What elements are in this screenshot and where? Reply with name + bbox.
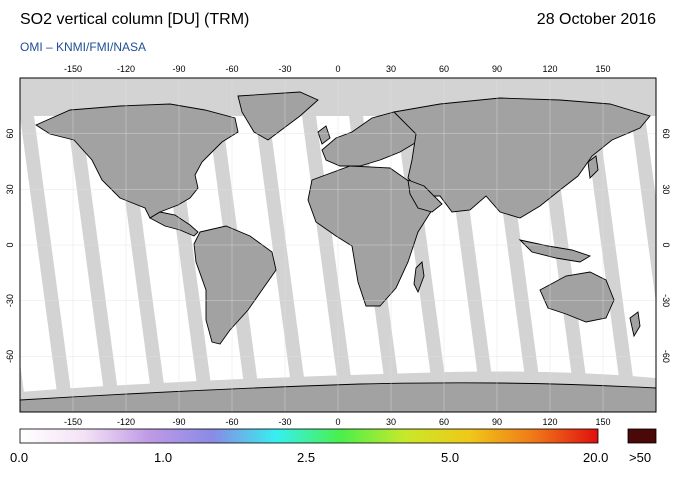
south-america xyxy=(193,225,277,345)
lon-tick-label-top: 60 xyxy=(439,64,449,74)
swath-gap xyxy=(67,116,119,400)
swath-gap xyxy=(584,116,636,400)
colorbar-label-1: 1.0 xyxy=(154,450,173,465)
arabia xyxy=(407,179,443,213)
date-label: 28 October 2016 xyxy=(536,11,656,28)
colorbar-label-0: 0.0 xyxy=(10,450,29,465)
colorbar-label-5: >50 xyxy=(629,450,652,465)
lon-tick-label-bottom: 0 xyxy=(335,417,340,427)
swath-gap xyxy=(255,116,307,400)
lat-ticks-left: 60 30 0 -30 -60 xyxy=(5,129,15,363)
lat-tick-label-left: 0 xyxy=(5,242,15,247)
colorbar-overflow-box xyxy=(627,428,657,444)
africa xyxy=(307,165,433,307)
swath-gap xyxy=(20,362,25,400)
lat-tick-label-right: -60 xyxy=(661,350,671,363)
lon-tick-label-bottom: 30 xyxy=(386,417,396,427)
lat-tick-label-left: 60 xyxy=(5,129,15,139)
swath-gap xyxy=(20,116,72,400)
lat-tick-label-left: 30 xyxy=(5,184,15,194)
uk xyxy=(317,125,331,145)
colorbar-label-3: 5.0 xyxy=(441,450,460,465)
lon-tick-label-bottom: -120 xyxy=(117,417,135,427)
lat-tick-label-right: 30 xyxy=(661,184,671,194)
lon-tick-label-bottom: -150 xyxy=(64,417,82,427)
lon-tick-label-bottom: 90 xyxy=(492,417,502,427)
credit-label: OMI – KNMI/FMI/NASA xyxy=(20,40,147,54)
lat-ticks-right: 60 30 0 -30 -60 xyxy=(661,129,671,363)
map-border xyxy=(19,77,657,413)
lon-tick-label-top: -150 xyxy=(64,64,82,74)
australia xyxy=(539,271,615,323)
map-panel xyxy=(20,78,656,412)
lon-tick-label-top: -60 xyxy=(225,64,238,74)
colorbar-label-2: 2.5 xyxy=(297,450,316,465)
graticule xyxy=(20,78,656,412)
greenland xyxy=(237,91,319,141)
swath-gap xyxy=(631,116,656,303)
lat-tick-label-left: -60 xyxy=(5,350,15,363)
lon-tick-label-bottom: -60 xyxy=(225,417,238,427)
lon-tick-label-top: 30 xyxy=(386,64,396,74)
lon-tick-label-top: -30 xyxy=(278,64,291,74)
lon-ticks-bottom: -150 -120 -90 -60 -30 0 30 60 90 120 150 xyxy=(64,417,611,427)
lat-tick-label-left: -30 xyxy=(5,294,15,307)
lon-tick-label-bottom: 60 xyxy=(439,417,449,427)
lon-tick-label-bottom: -90 xyxy=(172,417,185,427)
lon-tick-label-bottom: -30 xyxy=(278,417,291,427)
central-america xyxy=(149,211,199,237)
lon-tick-label-top: -120 xyxy=(117,64,135,74)
lat-tick-label-right: -30 xyxy=(661,294,671,307)
lon-tick-label-top: 90 xyxy=(492,64,502,74)
title: SO2 vertical column [DU] (TRM) xyxy=(20,11,250,28)
colorbar-label-4: 20.0 xyxy=(583,450,609,465)
lat-tick-label-right: 60 xyxy=(661,129,671,139)
madagascar xyxy=(413,261,425,294)
lon-tick-label-top: 120 xyxy=(542,64,557,74)
lon-tick-label-bottom: 120 xyxy=(542,417,557,427)
indonesia xyxy=(518,239,592,263)
lon-tick-label-top: 150 xyxy=(595,64,610,74)
japan xyxy=(587,155,599,179)
lon-ticks-top: -150 -120 -90 -60 -30 0 30 60 90 120 150 xyxy=(64,64,611,74)
lat-tick-label-right: 0 xyxy=(661,242,671,247)
lon-tick-label-top: 0 xyxy=(335,64,340,74)
new-zealand xyxy=(629,311,641,338)
lon-tick-label-top: -90 xyxy=(172,64,185,74)
colorbar xyxy=(19,428,599,444)
lon-tick-label-bottom: 150 xyxy=(595,417,610,427)
